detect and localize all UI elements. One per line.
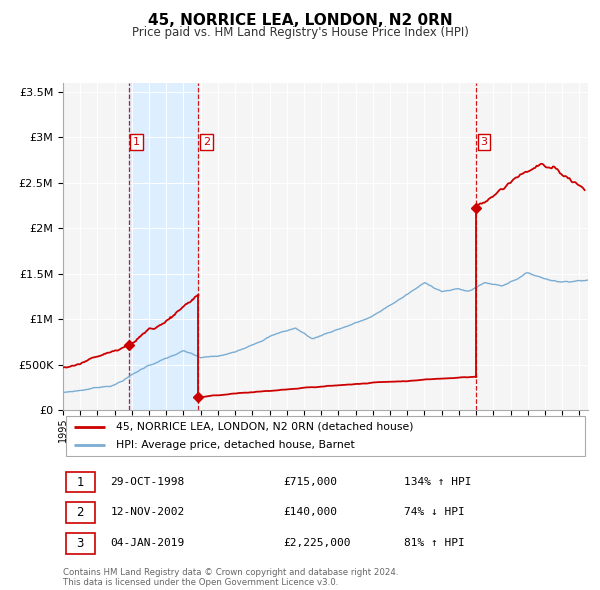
FancyBboxPatch shape: [65, 417, 586, 455]
Text: 29-OCT-1998: 29-OCT-1998: [110, 477, 185, 487]
Text: 1: 1: [76, 476, 84, 489]
Text: 2: 2: [203, 137, 210, 147]
Text: 45, NORRICE LEA, LONDON, N2 0RN (detached house): 45, NORRICE LEA, LONDON, N2 0RN (detache…: [115, 422, 413, 432]
Text: 2: 2: [76, 506, 84, 519]
Text: £140,000: £140,000: [284, 507, 337, 517]
Text: 3: 3: [481, 137, 488, 147]
Text: 3: 3: [76, 537, 84, 550]
Text: 81% ↑ HPI: 81% ↑ HPI: [404, 539, 465, 548]
Text: £715,000: £715,000: [284, 477, 337, 487]
Text: 04-JAN-2019: 04-JAN-2019: [110, 539, 185, 548]
Text: HPI: Average price, detached house, Barnet: HPI: Average price, detached house, Barn…: [115, 440, 354, 450]
Text: This data is licensed under the Open Government Licence v3.0.: This data is licensed under the Open Gov…: [63, 578, 338, 587]
Text: 134% ↑ HPI: 134% ↑ HPI: [404, 477, 472, 487]
Bar: [129, 83, 199, 410]
Text: £2,225,000: £2,225,000: [284, 539, 351, 548]
Text: 45, NORRICE LEA, LONDON, N2 0RN: 45, NORRICE LEA, LONDON, N2 0RN: [148, 13, 452, 28]
Text: 74% ↓ HPI: 74% ↓ HPI: [404, 507, 465, 517]
Text: Contains HM Land Registry data © Crown copyright and database right 2024.: Contains HM Land Registry data © Crown c…: [63, 568, 398, 576]
Text: Price paid vs. HM Land Registry's House Price Index (HPI): Price paid vs. HM Land Registry's House …: [131, 26, 469, 39]
Text: 1: 1: [133, 137, 140, 147]
Text: 12-NOV-2002: 12-NOV-2002: [110, 507, 185, 517]
